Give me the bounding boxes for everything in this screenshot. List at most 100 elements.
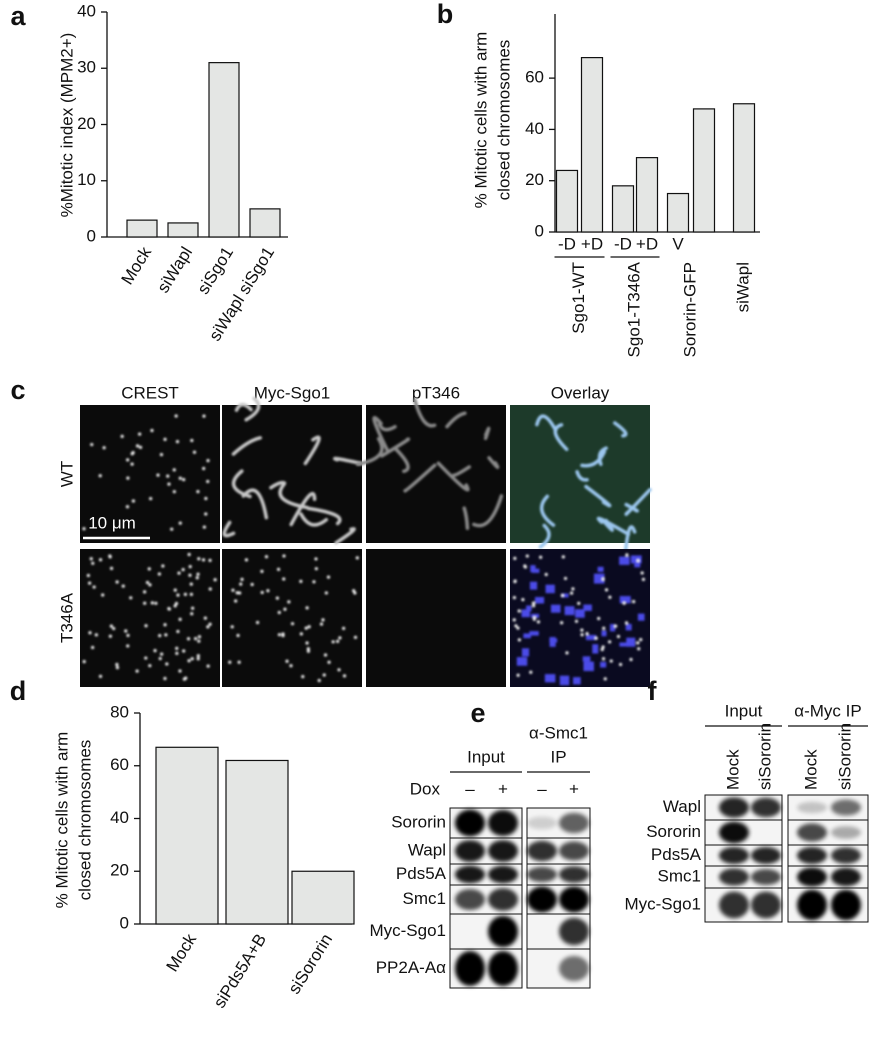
chromosome — [306, 506, 342, 526]
kinetochore — [544, 572, 548, 577]
kinetochore — [532, 604, 536, 608]
chromosome — [516, 657, 528, 666]
kinetochore — [158, 656, 162, 661]
micrograph — [222, 549, 362, 687]
group-label: Input — [725, 701, 763, 720]
kinetochore — [98, 474, 102, 478]
blot-band — [488, 865, 518, 884]
group-label: IP — [550, 747, 566, 766]
kinetochore — [163, 623, 167, 627]
kinetochore — [594, 636, 598, 640]
x-tick-label: -D — [614, 234, 632, 253]
y-tick-label: 80 — [110, 702, 129, 721]
kinetochore — [603, 677, 607, 681]
blot-band — [797, 889, 827, 921]
kinetochore — [206, 458, 210, 463]
panel-label: f — [648, 676, 658, 706]
kinetochore — [126, 644, 130, 648]
chromosome — [573, 677, 581, 685]
kinetochore — [108, 634, 113, 638]
column-header: Overlay — [551, 383, 610, 402]
kinetochore — [196, 657, 200, 661]
chromosome — [231, 436, 263, 456]
kinetochore — [208, 558, 212, 562]
chromosome — [526, 605, 532, 612]
y-tick-label: 0 — [120, 913, 129, 932]
chromosome — [299, 512, 329, 527]
blot-band — [559, 812, 589, 834]
kinetochore — [636, 559, 640, 563]
kinetochore — [188, 573, 192, 577]
lane-label: – — [537, 779, 547, 798]
kinetochore — [289, 664, 293, 668]
kinetochore — [204, 512, 208, 516]
kinetochore — [235, 591, 239, 595]
x-tick-label: -D — [558, 234, 576, 253]
y-tick-label: 60 — [525, 68, 544, 87]
chromosome — [624, 487, 652, 516]
row-label: Wapl — [408, 840, 446, 859]
chromosome — [583, 604, 592, 611]
kinetochore — [239, 582, 243, 586]
row-label: Wapl — [663, 797, 701, 816]
kinetochore — [601, 657, 606, 661]
blot-band — [559, 917, 589, 946]
kinetochore — [238, 591, 242, 595]
y-tick-label: 60 — [110, 755, 129, 774]
kinetochore — [131, 499, 135, 503]
kinetochore — [156, 473, 160, 477]
kinetochore — [167, 606, 171, 611]
kinetochore — [196, 654, 200, 658]
blot-band — [719, 797, 749, 818]
kinetochore — [178, 521, 182, 525]
chromosome — [619, 596, 631, 604]
kinetochore — [150, 428, 154, 433]
chromosome — [436, 461, 470, 492]
kinetochore — [531, 601, 536, 605]
kinetochore — [189, 592, 193, 596]
blot-band — [559, 886, 589, 913]
kinetochore — [563, 576, 568, 581]
kinetochore — [299, 579, 303, 583]
y-tick-label: 30 — [77, 58, 96, 77]
kinetochore — [138, 432, 142, 436]
x-tick-label: siSororin — [285, 930, 337, 997]
row-label: Sororin — [646, 822, 701, 841]
blot-band — [455, 888, 485, 911]
kinetochore — [561, 555, 565, 559]
group-label: siWapl — [733, 262, 752, 312]
bar — [291, 870, 355, 925]
kinetochore — [602, 626, 606, 630]
kinetochore — [187, 659, 191, 663]
bar — [225, 759, 289, 925]
chromosome — [538, 523, 551, 549]
kinetochore — [170, 527, 174, 531]
kinetochore — [120, 434, 124, 438]
x-tick-label: Mock — [163, 930, 201, 975]
kinetochore — [317, 678, 321, 683]
kinetochore — [189, 582, 193, 586]
kinetochore — [275, 596, 279, 600]
lane-label: Mock — [723, 749, 742, 790]
kinetochore — [164, 633, 168, 637]
kinetochore — [167, 482, 171, 486]
kinetochore — [176, 593, 180, 597]
x-tick-label: +D — [636, 234, 658, 253]
chromosome — [613, 421, 628, 438]
blot-band — [831, 847, 861, 864]
chromosome — [472, 494, 504, 528]
kinetochore — [92, 585, 96, 589]
micrograph — [366, 549, 506, 687]
micrograph — [510, 405, 650, 543]
chromosome — [575, 609, 585, 618]
y-axis-label: closed chromosomes — [75, 740, 94, 901]
kinetochore — [240, 577, 244, 581]
blot-band — [751, 891, 781, 919]
chromosome — [487, 456, 500, 470]
kinetochore — [516, 673, 520, 677]
lane-label: Mock — [801, 749, 820, 790]
kinetochore — [182, 677, 187, 681]
kinetochore — [190, 438, 194, 443]
kinetochore — [125, 505, 130, 509]
y-tick-label: 40 — [110, 808, 129, 827]
